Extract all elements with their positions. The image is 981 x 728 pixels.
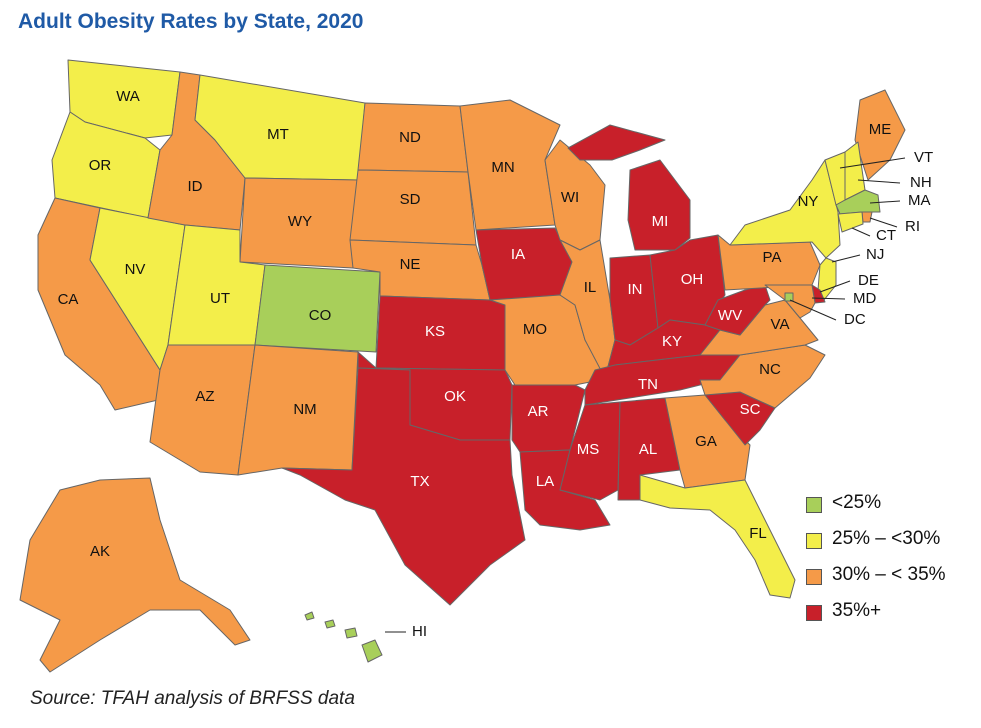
state-label-ky: KY [662, 333, 682, 350]
state-label-az: AZ [195, 388, 214, 405]
state-label-wa: WA [116, 88, 140, 105]
leader-line-nj [831, 254, 861, 263]
leader-line-de [819, 280, 851, 293]
state-label-dc: DC [844, 311, 866, 328]
state-label-ga: GA [695, 433, 717, 450]
state-label-vt: VT [914, 149, 933, 166]
state-label-co: CO [309, 307, 332, 324]
legend-label: <25% [832, 492, 882, 513]
state-label-sd: SD [400, 191, 421, 208]
state-ia [475, 227, 573, 301]
legend-label: 25% – <30% [832, 528, 941, 549]
leader-line-dc [789, 299, 837, 321]
state-label-ar: AR [528, 403, 549, 420]
state-fl [639, 474, 796, 599]
legend-swatch [806, 605, 822, 621]
state-label-ri: RI [905, 218, 920, 235]
leader-line-nh [857, 179, 901, 184]
state-label-nd: ND [399, 129, 421, 146]
state-label-ak: AK [90, 543, 110, 560]
state-label-pa: PA [763, 249, 782, 266]
state-hi [304, 611, 383, 663]
state-label-wi: WI [561, 189, 579, 206]
state-az [149, 344, 256, 476]
state-co [254, 264, 381, 353]
state-label-mo: MO [523, 321, 547, 338]
state-ct [837, 211, 864, 233]
state-label-tx: TX [410, 473, 429, 490]
map-title: Adult Obesity Rates by State, 2020 [18, 10, 364, 33]
state-label-ok: OK [444, 388, 466, 405]
legend-label: 30% – < 35% [832, 564, 946, 585]
state-label-ca: CA [58, 291, 79, 308]
legend-swatch [806, 533, 822, 549]
state-ny [729, 159, 841, 259]
state-label-id: ID [188, 178, 203, 195]
state-ri [861, 211, 873, 223]
leader-lines [385, 157, 906, 633]
state-label-mi: MI [652, 213, 669, 230]
state-dc [784, 292, 794, 302]
state-label-nm: NM [293, 401, 316, 418]
state-label-ne: NE [400, 256, 421, 273]
state-label-al: AL [639, 441, 657, 458]
state-label-in: IN [628, 281, 643, 298]
state-label-md: MD [853, 290, 876, 307]
leader-line-vt [839, 157, 906, 169]
legend-swatch [806, 497, 822, 513]
state-in [609, 254, 659, 346]
state-labels: WA OR CA NV ID MT WY UT CO AZ NM ND SD NE KS OK TX MN IA MO… [58, 88, 934, 640]
state-label-ms: MS [577, 441, 600, 458]
state-label-de: DE [858, 272, 879, 289]
state-label-hi: HI [412, 623, 427, 640]
state-label-ia: IA [511, 246, 525, 263]
state-label-nc: NC [759, 361, 781, 378]
state-label-mn: MN [491, 159, 514, 176]
state-label-nv: NV [125, 261, 146, 278]
legend-swatch [806, 569, 822, 585]
state-label-fl: FL [749, 525, 767, 542]
state-label-ut: UT [210, 290, 230, 307]
state-label-wy: WY [288, 213, 312, 230]
state-label-me: ME [869, 121, 892, 138]
state-label-nj: NJ [866, 246, 884, 263]
state-label-or: OR [89, 157, 112, 174]
state-label-oh: OH [681, 271, 704, 288]
state-nc [699, 344, 826, 409]
leader-line-ct [851, 227, 871, 237]
state-shapes [19, 59, 906, 673]
state-ak [19, 477, 251, 673]
state-label-wv: WV [718, 307, 742, 324]
state-mi [567, 124, 691, 251]
state-label-ct: CT [876, 227, 896, 244]
state-label-mt: MT [267, 126, 289, 143]
legend-label: 35%+ [832, 600, 882, 621]
source-note: Source: TFAH analysis of BRFSS data [30, 688, 355, 709]
state-label-ks: KS [425, 323, 445, 340]
leader-line-ri [869, 217, 898, 228]
state-label-tn: TN [638, 376, 658, 393]
state-label-sc: SC [740, 401, 761, 418]
state-label-ny: NY [798, 193, 819, 210]
state-label-il: IL [584, 279, 597, 296]
state-label-la: LA [536, 473, 554, 490]
state-label-va: VA [771, 316, 790, 333]
state-label-ma: MA [908, 192, 931, 209]
leader-line-md [811, 297, 846, 300]
state-label-nh: NH [910, 174, 932, 191]
state-tx [281, 367, 526, 606]
state-wv [704, 284, 771, 336]
leader-line-ma [869, 200, 901, 204]
